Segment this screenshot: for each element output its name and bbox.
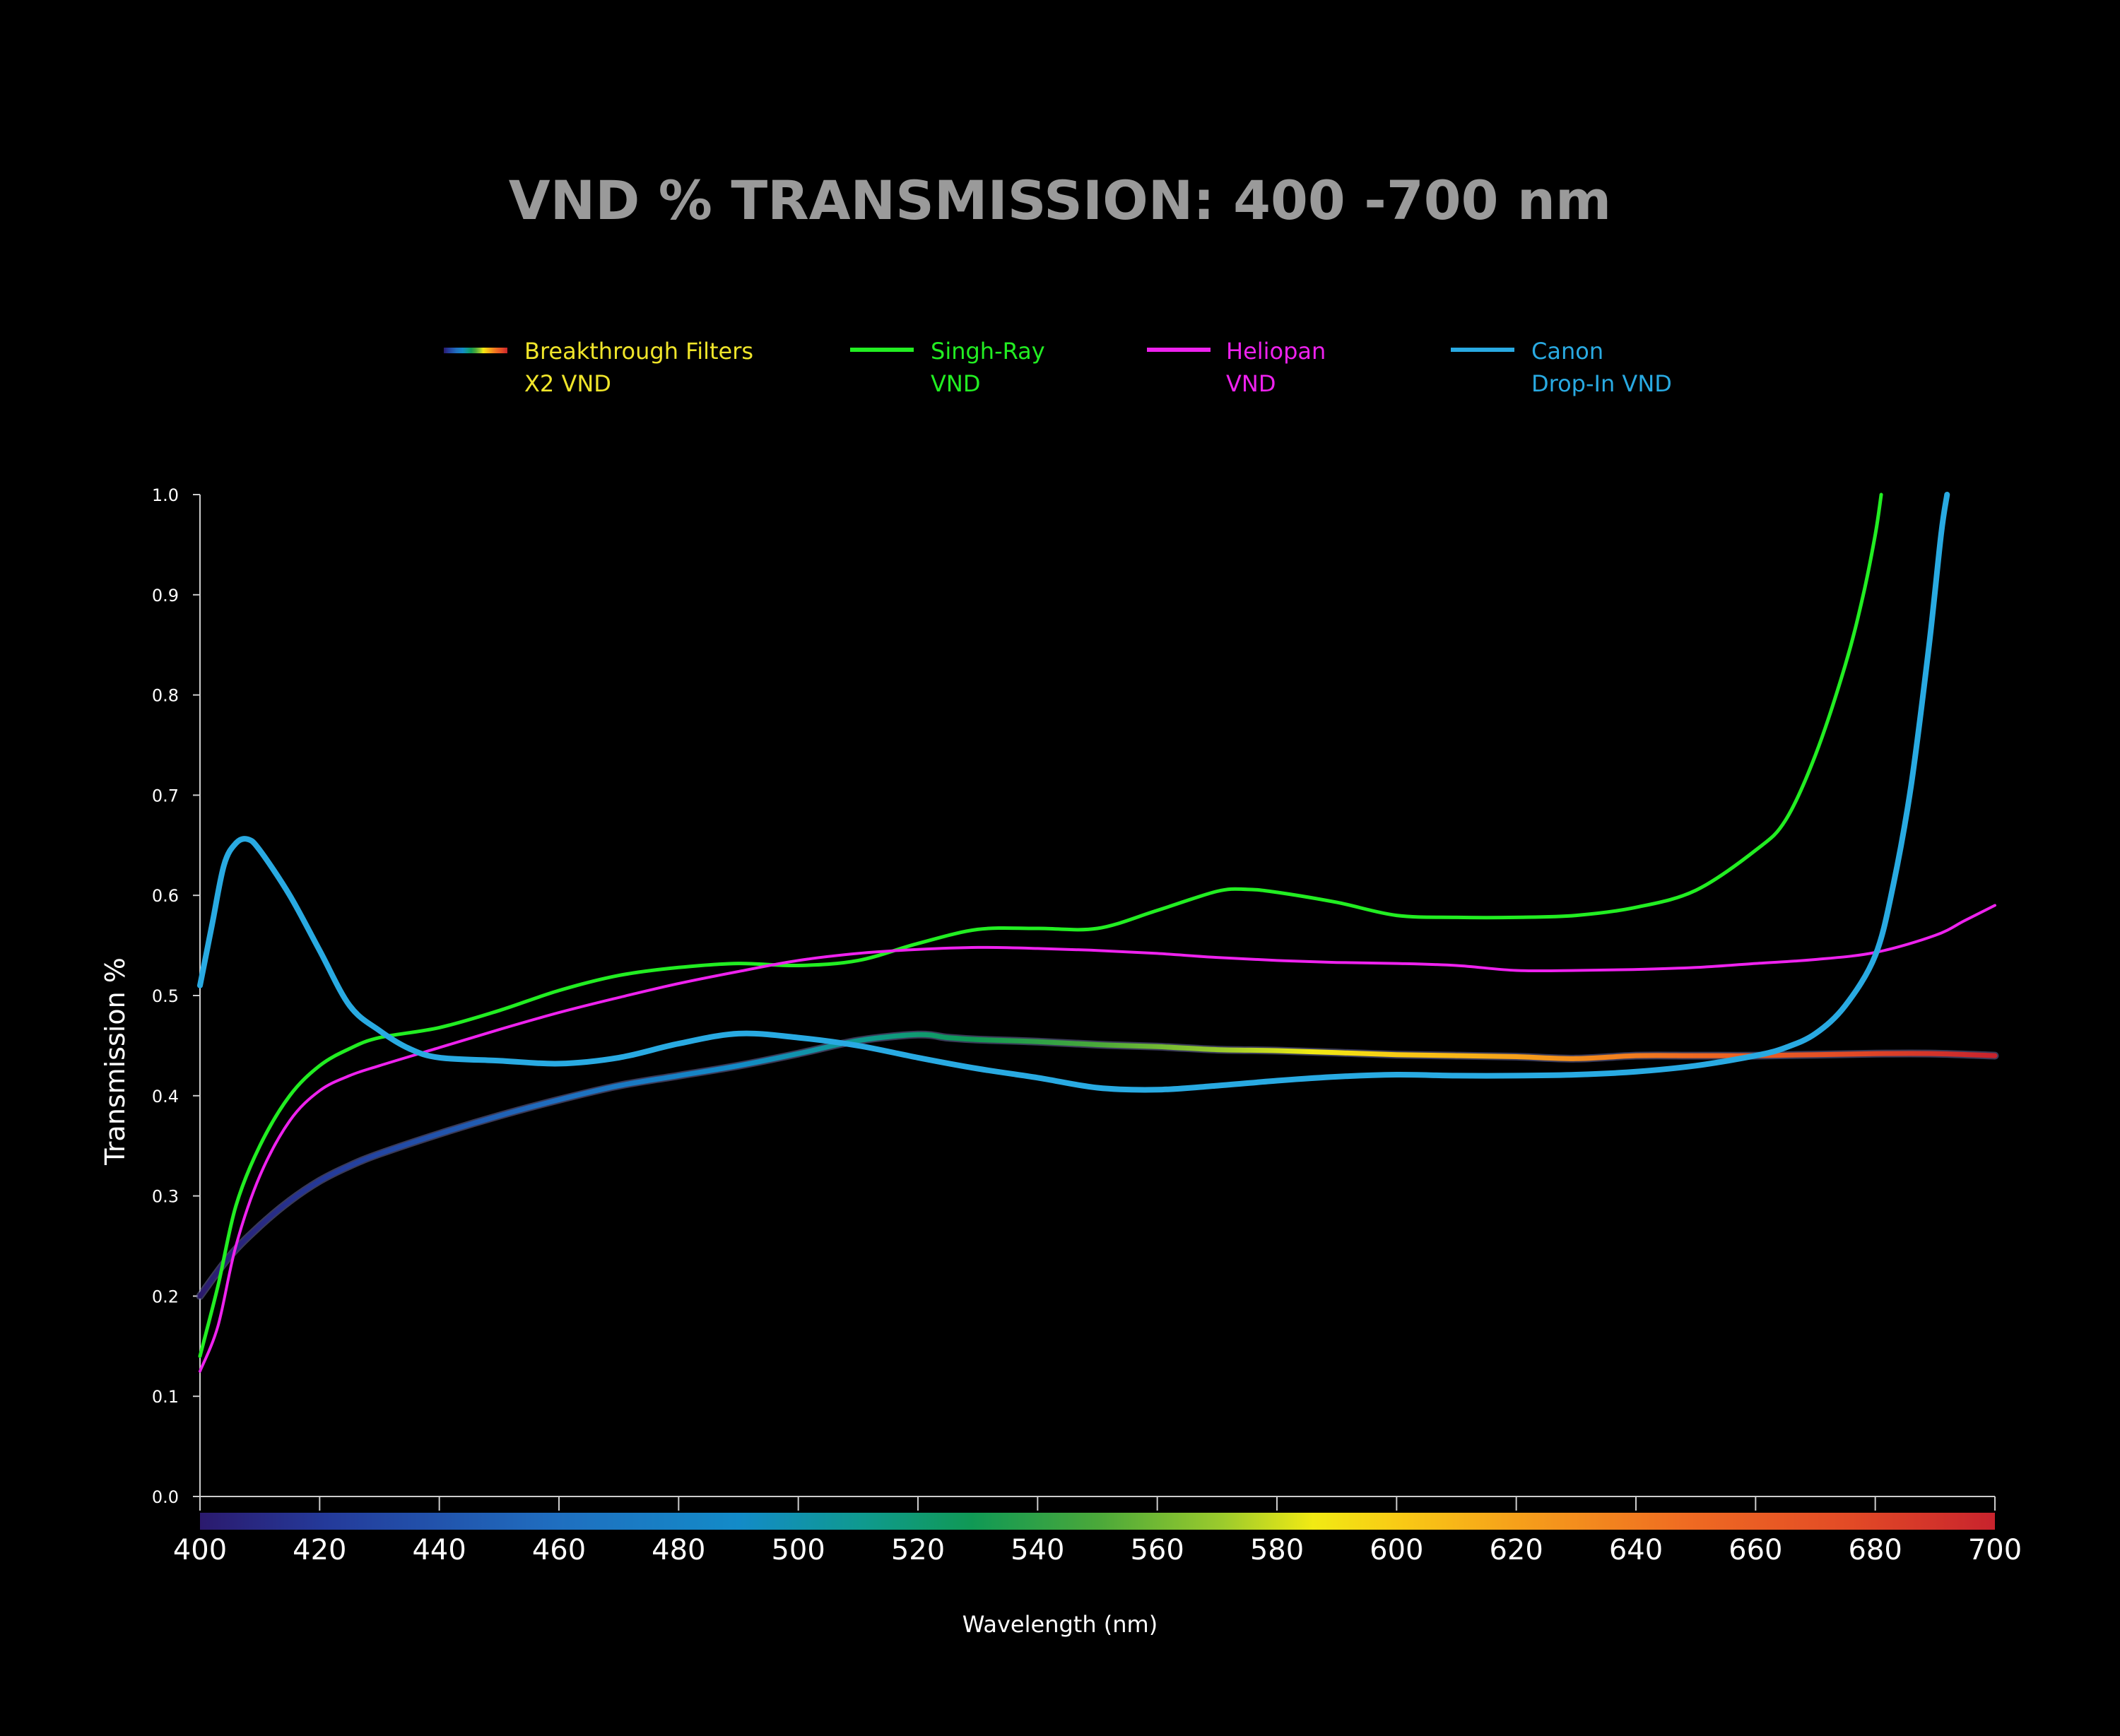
x-tick-label: 460 <box>532 1534 586 1566</box>
legend-label-breakthrough-line1: Breakthrough Filters <box>524 338 753 365</box>
x-tick-label: 480 <box>652 1534 705 1566</box>
legend-item-singh-ray: Singh-Ray VND <box>850 338 1045 397</box>
x-tick-label: 640 <box>1609 1534 1663 1566</box>
legend-item-canon: Canon Drop-In VND <box>1451 338 1672 397</box>
y-tick-label: 1.0 <box>152 485 179 505</box>
legend-label-heliopan-line1: Heliopan <box>1226 338 1326 365</box>
y-tick-label: 0.4 <box>152 1087 179 1106</box>
x-tick-label: 620 <box>1489 1534 1543 1566</box>
x-tick-label: 440 <box>412 1534 466 1566</box>
x-tick-label: 500 <box>771 1534 825 1566</box>
legend-swatch-singh-ray <box>850 348 914 352</box>
legend-label-canon-line1: Canon <box>1531 338 1603 365</box>
legend-swatch-canon <box>1451 348 1514 352</box>
y-axis-label: Transmission % <box>100 957 131 1166</box>
legend-swatch-heliopan <box>1147 348 1211 352</box>
y-tick-label: 0.2 <box>152 1287 179 1306</box>
series-layer <box>196 492 1999 1373</box>
legend-label-canon-line2: Drop-In VND <box>1531 370 1672 397</box>
x-tick-label: 680 <box>1848 1534 1902 1566</box>
x-tick-label: 520 <box>891 1534 945 1566</box>
y-tick-label: 0.1 <box>152 1387 179 1407</box>
y-tick-label: 0.9 <box>152 586 179 606</box>
series-line-singh-ray <box>198 492 1883 1358</box>
series-outline-breakthrough <box>196 1030 1999 1300</box>
x-tick-label: 400 <box>173 1534 227 1566</box>
axes: 0.0 0.1 0.2 0.3 0.4 0.5 0.6 0.7 0.8 0.9 1.0 400 420 4… <box>152 485 2022 1566</box>
legend: Breakthrough Filters X2 VND Singh-Ray VN… <box>444 338 1672 397</box>
legend-label-singh-ray-line2: VND <box>931 370 980 397</box>
x-tick-label: 660 <box>1729 1534 1782 1566</box>
series-line-breakthrough <box>197 1032 1998 1299</box>
legend-item-heliopan: Heliopan VND <box>1147 338 1326 397</box>
legend-swatch-breakthrough <box>444 348 507 353</box>
x-tick-label: 540 <box>1011 1534 1064 1566</box>
x-tick-label: 600 <box>1370 1534 1423 1566</box>
legend-label-breakthrough-line2: X2 VND <box>524 370 611 397</box>
y-tick-label: 0.7 <box>152 786 179 805</box>
y-tick-label: 0.5 <box>152 986 179 1006</box>
x-tick-label: 420 <box>293 1534 346 1566</box>
chart-title: VND % TRANSMISSION: 400 -700 nm <box>509 169 1611 232</box>
x-tick-label: 700 <box>1968 1534 2022 1566</box>
legend-item-breakthrough: Breakthrough Filters X2 VND <box>444 338 753 397</box>
legend-label-singh-ray-line1: Singh-Ray <box>931 338 1045 365</box>
series-line-heliopan <box>199 904 1996 1373</box>
y-tick-label: 0.6 <box>152 886 179 906</box>
spectrum-bar <box>200 1513 1995 1530</box>
x-tick-label: 560 <box>1130 1534 1184 1566</box>
y-tick-label: 0.0 <box>152 1487 179 1507</box>
legend-label-heliopan-line2: VND <box>1226 370 1276 397</box>
y-tick-label: 0.8 <box>152 686 179 706</box>
y-tick-label: 0.3 <box>152 1187 179 1207</box>
x-tick-label: 580 <box>1250 1534 1304 1566</box>
x-axis-label: Wavelength (nm) <box>962 1611 1158 1638</box>
series-line-canon <box>197 492 1950 1093</box>
